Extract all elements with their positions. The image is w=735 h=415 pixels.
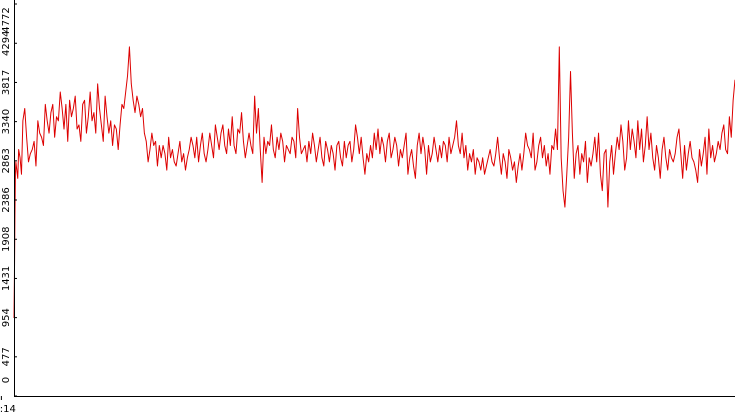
y-tick-label: 1431 (1, 266, 12, 291)
y-tick-label: 0 (1, 377, 12, 383)
series-line-0 (13, 46, 735, 318)
x-tick-label: 14:14 (0, 404, 16, 415)
axes-layer (14, 0, 735, 397)
y-tick-label: 3340 (1, 109, 12, 134)
y-tick-label: 3817 (1, 70, 12, 95)
y-tick-label: 954 (1, 308, 12, 327)
y-tick-label: 4772 (1, 7, 12, 32)
series-layer (13, 46, 735, 318)
y-tick-label: 477 (1, 347, 12, 366)
y-tick-label: 1908 (1, 227, 12, 252)
x-ticks: 14:0114:0214:0314:0414:0514:0614:0714:08… (0, 396, 16, 415)
y-tick-label: 2386 (1, 187, 12, 212)
y-tick-label: 2863 (1, 148, 12, 173)
y-tick-label: 4294 (1, 31, 12, 56)
